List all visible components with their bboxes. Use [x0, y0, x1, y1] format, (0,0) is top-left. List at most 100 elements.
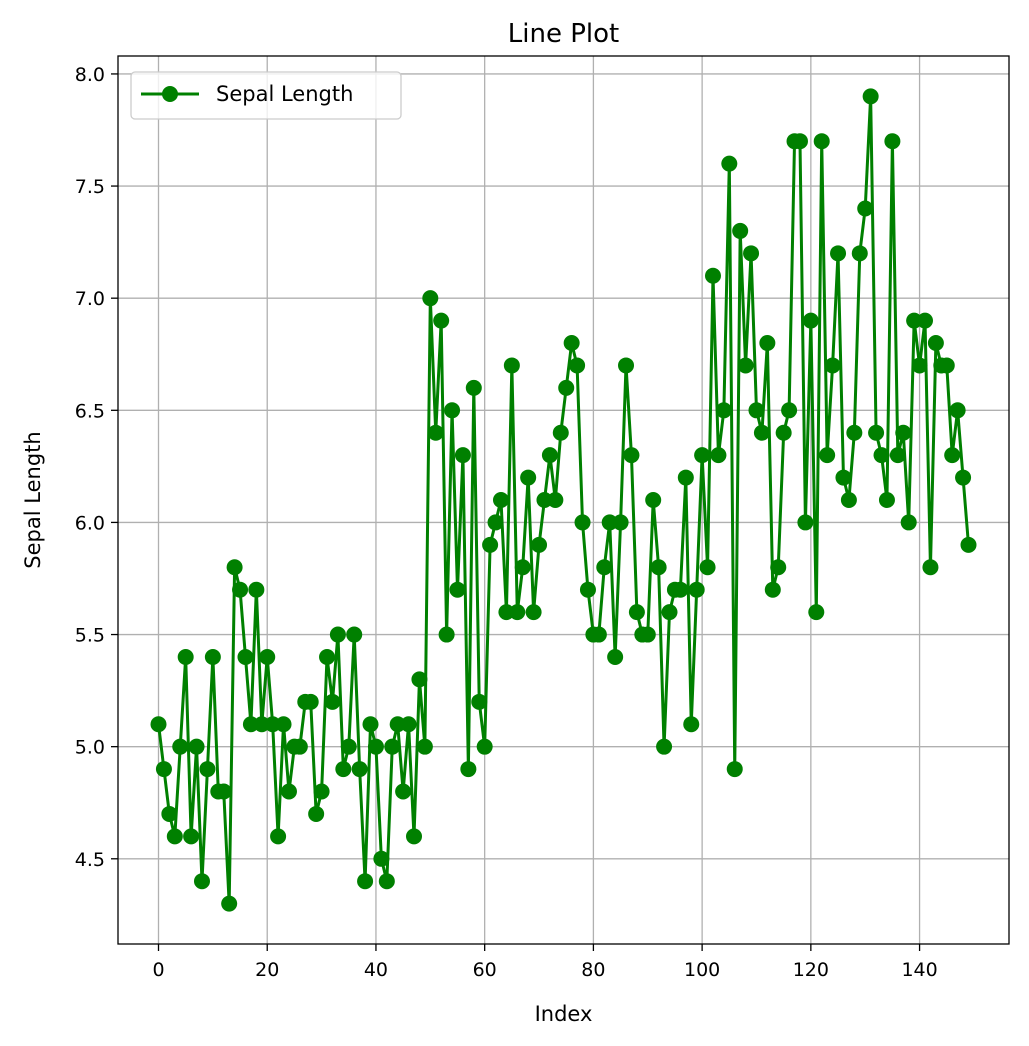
data-point: [955, 469, 972, 486]
data-point: [275, 716, 292, 733]
legend-entry-sepal-length: Sepal Length: [216, 82, 353, 106]
data-point: [884, 133, 901, 150]
data-point: [384, 738, 401, 755]
data-point: [313, 783, 330, 800]
data-point: [416, 738, 433, 755]
data-point: [862, 88, 879, 105]
data-point: [721, 155, 738, 172]
data-point: [710, 447, 727, 464]
data-point: [438, 626, 455, 643]
legend: Sepal Length: [130, 71, 402, 120]
data-point: [465, 379, 482, 396]
data-point: [378, 873, 395, 890]
y-axis-ticks: 4.5 5.0 5.5 6.0 6.5 7.0 7.5 8.0: [75, 64, 118, 871]
x-tick-label: 60: [473, 959, 497, 981]
data-point: [911, 357, 928, 374]
grid: [118, 56, 1009, 944]
data-point: [819, 447, 836, 464]
data-point: [449, 581, 466, 598]
data-point: [672, 581, 689, 598]
data-point: [531, 536, 548, 553]
data-point: [753, 424, 770, 441]
data-point: [340, 738, 357, 755]
data-point: [732, 222, 749, 239]
data-point: [938, 357, 955, 374]
data-point: [324, 693, 341, 710]
data-point: [889, 447, 906, 464]
data-point: [487, 514, 504, 531]
data-point: [308, 805, 325, 822]
data-point: [650, 559, 667, 576]
data-point: [607, 648, 624, 665]
data-point: [221, 895, 238, 912]
legend-box: [130, 71, 402, 120]
data-point: [917, 312, 934, 329]
data-point: [471, 693, 488, 710]
data-point: [569, 357, 586, 374]
data-point: [248, 581, 265, 598]
data-point: [357, 873, 374, 890]
data-point: [824, 357, 841, 374]
data-point: [547, 492, 564, 508]
data-point: [737, 357, 754, 374]
data-point: [574, 514, 591, 531]
data-point: [482, 536, 499, 553]
data-point: [427, 424, 444, 441]
data-point: [813, 133, 830, 150]
data-point: [895, 424, 912, 441]
data-point: [395, 783, 412, 800]
x-tick-label: 20: [255, 959, 279, 981]
data-point: [694, 447, 711, 464]
x-tick-label: 140: [901, 959, 937, 981]
data-point: [563, 335, 580, 352]
data-point: [155, 761, 172, 778]
data-point: [944, 447, 961, 464]
data-point: [656, 738, 673, 755]
x-tick-label: 0: [152, 959, 164, 981]
data-point: [172, 738, 189, 755]
data-point: [346, 626, 363, 643]
data-point: [857, 200, 874, 217]
data-point: [503, 357, 520, 374]
plot-frame: [117, 55, 1010, 945]
data-point: [623, 447, 640, 464]
data-point: [775, 424, 792, 441]
data-point: [840, 492, 857, 508]
data-point: [715, 402, 732, 419]
data-point: [454, 447, 471, 464]
data-point: [590, 626, 607, 643]
data-point: [166, 828, 183, 845]
data-point: [335, 761, 352, 778]
data-point: [579, 581, 596, 598]
data-point: [215, 783, 232, 800]
data-point: [868, 424, 885, 441]
data-point: [639, 626, 656, 643]
data-point: [781, 402, 798, 419]
data-point: [770, 559, 787, 576]
data-point: [922, 559, 939, 576]
data-point: [677, 469, 694, 486]
data-point: [514, 559, 531, 576]
data-point: [422, 290, 439, 307]
data-point: [645, 492, 662, 508]
data-point: [226, 559, 243, 576]
data-point: [319, 648, 336, 665]
data-point: [193, 873, 210, 890]
data-point: [509, 604, 526, 621]
data-point: [362, 716, 379, 733]
data-point: [161, 805, 178, 822]
data-point: [351, 761, 368, 778]
data-point: [596, 559, 613, 576]
data-point: [373, 850, 390, 867]
data-point: [237, 648, 254, 665]
data-point: [460, 761, 477, 778]
data-point: [199, 761, 216, 778]
data-point: [302, 693, 319, 710]
data-point: [476, 738, 493, 755]
data-point: [661, 604, 678, 621]
data-point: [699, 559, 716, 576]
data-point: [232, 581, 249, 598]
data-point: [204, 648, 221, 665]
data-point: [683, 716, 700, 733]
data-point: [743, 245, 760, 262]
